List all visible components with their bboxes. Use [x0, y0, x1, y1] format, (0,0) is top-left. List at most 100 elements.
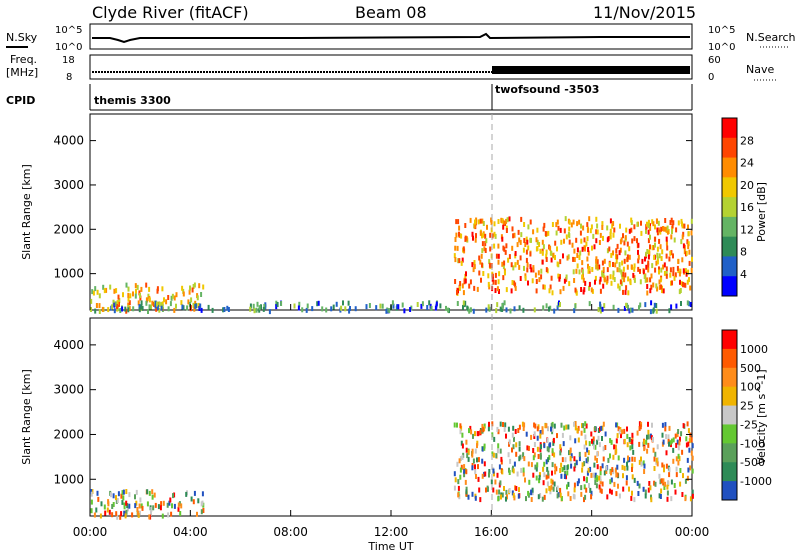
- echo-cell: [682, 268, 685, 274]
- echo-cell: [623, 277, 626, 283]
- echo-cell: [541, 239, 544, 245]
- echo-cell: [141, 305, 144, 311]
- echo-cell: [633, 275, 636, 281]
- echo-cell: [252, 303, 255, 309]
- echo-cell: [547, 447, 550, 453]
- echo-cell: [553, 452, 556, 458]
- echo-cell: [262, 306, 265, 312]
- echo-cell: [521, 421, 524, 427]
- echo-cell: [550, 423, 553, 429]
- echo-cell: [663, 262, 666, 268]
- echo-cell: [551, 448, 554, 454]
- echo-cell: [583, 237, 586, 243]
- echo-cell: [189, 285, 191, 291]
- echo-cell: [572, 269, 575, 275]
- echo-cell: [171, 503, 173, 509]
- echo-cell: [633, 236, 636, 242]
- echo-cell: [631, 238, 634, 244]
- echo-cell: [505, 489, 508, 495]
- echo-cell: [599, 466, 602, 472]
- echo-cell: [185, 491, 188, 497]
- echo-cell: [615, 254, 617, 260]
- echo-cell: [573, 248, 576, 254]
- echo-cell: [456, 461, 459, 467]
- echo-cell: [527, 490, 530, 496]
- echo-cell: [670, 234, 673, 240]
- echo-cell: [609, 228, 612, 234]
- echo-cell: [311, 306, 314, 312]
- echo-cell: [679, 468, 682, 473]
- echo-cell: [630, 227, 633, 233]
- echo-cell: [517, 229, 520, 235]
- echo-cell: [479, 230, 482, 236]
- echo-cell: [520, 467, 523, 473]
- echo-cell: [556, 261, 559, 267]
- echo-cell: [497, 279, 500, 285]
- echo-cell: [498, 489, 501, 495]
- echo-cell: [503, 260, 506, 266]
- echo-cell: [689, 496, 692, 502]
- echo-cell: [476, 286, 479, 292]
- echo-cell: [616, 464, 619, 470]
- echo-cell: [654, 267, 657, 273]
- echo-cell: [560, 239, 563, 245]
- echo-cell: [179, 511, 182, 516]
- echo-cell: [590, 224, 593, 230]
- echo-cell: [633, 497, 636, 503]
- echo-cell: [631, 467, 633, 472]
- echo-cell: [134, 283, 137, 289]
- echo-cell: [652, 308, 655, 314]
- echo-cell: [588, 216, 591, 222]
- echo-cell: [127, 286, 130, 292]
- echo-cell: [121, 306, 124, 312]
- echo-cell: [529, 219, 532, 225]
- echo-cell: [536, 462, 539, 468]
- echo-cell: [459, 474, 462, 480]
- echo-cell: [485, 238, 488, 244]
- echo-cell: [577, 425, 580, 431]
- echo-cell: [596, 263, 599, 269]
- echo-cell: [572, 256, 575, 262]
- echo-cell: [609, 218, 612, 224]
- echo-cell: [493, 221, 496, 227]
- echo-cell: [486, 224, 488, 230]
- echo-cell: [563, 474, 566, 479]
- echo-cell: [638, 426, 641, 431]
- echo-cell: [474, 469, 477, 475]
- echo-cell: [630, 495, 633, 501]
- echo-cell: [191, 287, 194, 293]
- echo-cell: [543, 284, 546, 290]
- echo-cell: [533, 431, 536, 437]
- echo-cell: [541, 426, 544, 432]
- echo-cell: [668, 472, 671, 478]
- echo-cell: [653, 466, 656, 471]
- echo-cell: [459, 423, 462, 429]
- echo-cell: [502, 275, 505, 281]
- echo-cell: [554, 463, 557, 469]
- echo-cell: [476, 457, 478, 463]
- echo-cell: [658, 279, 661, 285]
- echo-cell: [463, 472, 466, 478]
- echo-cell: [500, 494, 502, 500]
- echo-cell: [627, 276, 630, 282]
- echo-cell: [673, 237, 676, 243]
- echo-cell: [181, 304, 184, 310]
- echo-cell: [561, 467, 564, 472]
- echo-cell: [173, 295, 176, 301]
- echo-cell: [160, 305, 163, 311]
- echo-cell: [538, 277, 541, 283]
- echo-cell: [109, 284, 112, 290]
- echo-cell: [653, 480, 656, 486]
- echo-cell: [626, 264, 629, 270]
- echo-cell: [645, 264, 648, 270]
- echo-cell: [591, 245, 593, 251]
- echo-cell: [125, 509, 128, 515]
- echo-cell: [583, 476, 586, 482]
- echo-cell: [659, 479, 662, 485]
- echo-cell: [479, 259, 482, 265]
- echo-cell: [493, 243, 496, 249]
- echo-cell: [601, 225, 604, 230]
- echo-cell: [652, 282, 655, 288]
